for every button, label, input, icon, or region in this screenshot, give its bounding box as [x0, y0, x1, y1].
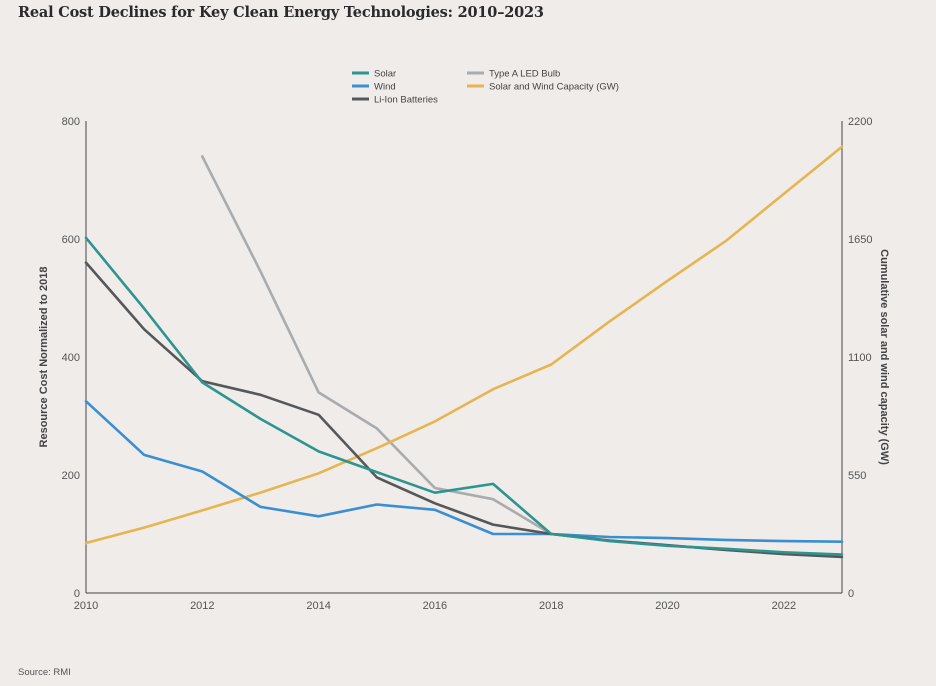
x-tick-label: 2016	[423, 600, 447, 612]
legend-label: Solar and Wind Capacity (GW)	[489, 82, 619, 93]
legend-label: Solar	[374, 69, 396, 80]
y2-tick-label: 1650	[848, 234, 872, 246]
y-tick-label: 200	[62, 470, 80, 482]
x-tick-label: 2020	[655, 600, 679, 612]
x-tick-label: 2022	[772, 600, 796, 612]
x-tick-label: 2010	[74, 600, 98, 612]
legend-label: Type A LED Bulb	[489, 69, 560, 80]
y-tick-label: 600	[62, 234, 80, 246]
legend-label: Wind	[374, 82, 396, 93]
y2-tick-label: 1100	[848, 352, 872, 364]
x-tick-label: 2018	[539, 600, 563, 612]
y-tick-label: 800	[62, 116, 80, 128]
y-tick-label: 0	[74, 588, 80, 600]
y2-tick-label: 2200	[848, 116, 872, 128]
legend-label: Li-Ion Batteries	[374, 95, 438, 106]
y-tick-label: 400	[62, 352, 80, 364]
y2-tick-label: 0	[848, 588, 854, 600]
series-line-solar	[84, 236, 844, 556]
series-line-solar-and-wind-capacity-gw	[84, 145, 844, 545]
series-line-type-a-led-bulb	[201, 155, 553, 536]
chart-title: Real Cost Declines for Key Clean Energy …	[18, 4, 544, 21]
source-note: Source: RMI	[18, 667, 71, 678]
series-line-li-ion-batteries	[84, 261, 844, 559]
series-line-wind	[84, 399, 844, 544]
y2-axis-title: Cumulative solar and wind capacity (GW)	[878, 249, 890, 465]
y2-tick-label: 550	[848, 470, 866, 482]
x-tick-label: 2012	[190, 600, 214, 612]
x-tick-label: 2014	[306, 600, 330, 612]
y-axis-title: Resource Cost Normalized to 2018	[38, 267, 50, 448]
